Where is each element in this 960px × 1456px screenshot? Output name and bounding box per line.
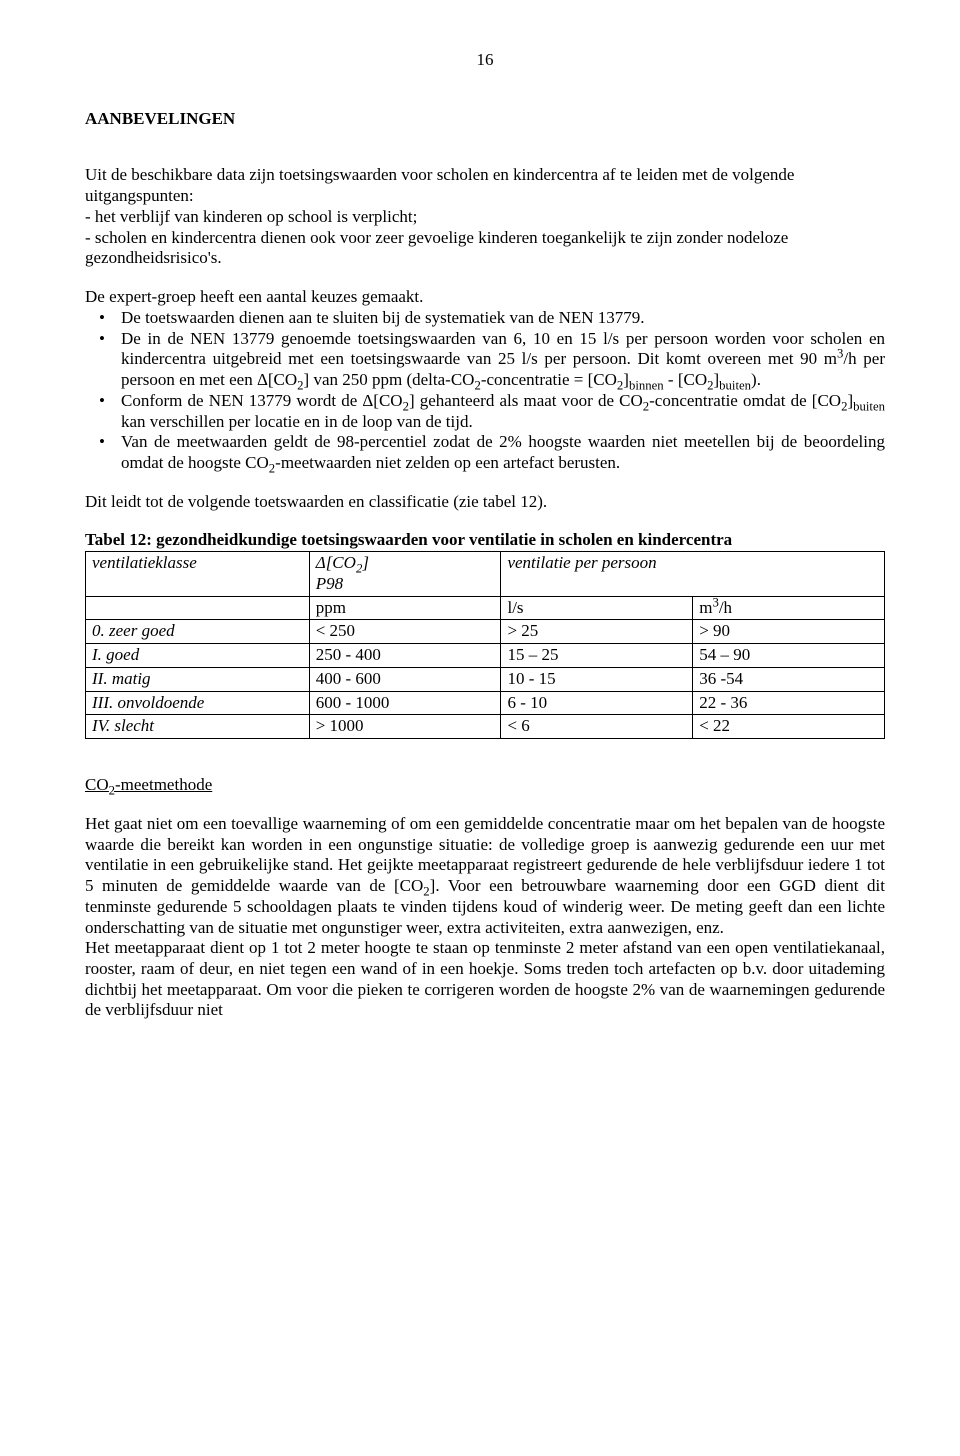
table-cell: 400 - 600	[309, 667, 501, 691]
classification-line: Dit leidt tot de volgende toetswaarden e…	[85, 492, 885, 513]
table-header-cell: ventilatieklasse	[86, 552, 310, 596]
bullet-item: De in de NEN 13779 genoemde toetsingswaa…	[85, 329, 885, 391]
table-cell	[86, 596, 310, 620]
table-cell: 6 - 10	[501, 691, 693, 715]
method-text: Het gaat niet om een toevallige waarnemi…	[85, 814, 885, 937]
table-row: 0. zeer goed < 250 > 25 > 90	[86, 620, 885, 644]
table-row: I. goed 250 - 400 15 – 25 54 – 90	[86, 644, 885, 668]
page-number: 16	[85, 50, 885, 71]
bullet-item: De toetswaarden dienen aan te sluiten bi…	[85, 308, 885, 329]
bullet-text: Van de meetwaarden geldt de 98-percentie…	[121, 432, 885, 472]
method-heading: CO2-meetmethode	[85, 775, 885, 796]
expert-line: De expert-groep heeft een aantal keuzes …	[85, 287, 885, 308]
table-row: III. onvoldoende 600 - 1000 6 - 10 22 - …	[86, 691, 885, 715]
bullet-item: Conform de NEN 13779 wordt de Δ[CO2] geh…	[85, 391, 885, 432]
table-cell: I. goed	[86, 644, 310, 668]
method-paragraph: Het meetapparaat dient op 1 tot 2 meter …	[85, 938, 885, 1021]
table-title: Tabel 12: gezondheidkundige toetsingswaa…	[85, 530, 885, 551]
header-subtext: P98	[316, 574, 343, 593]
table-cell: 250 - 400	[309, 644, 501, 668]
table-cell: < 22	[693, 715, 885, 739]
section-heading: AANBEVELINGEN	[85, 109, 885, 130]
table-header-cell: ventilatie per persoon	[501, 552, 885, 596]
table-header-row: ventilatieklasse Δ[CO2] P98 ventilatie p…	[86, 552, 885, 596]
table-cell: 54 – 90	[693, 644, 885, 668]
intro-point: - het verblijf van kinderen op school is…	[85, 207, 885, 228]
method-paragraph: Het gaat niet om een toevallige waarnemi…	[85, 814, 885, 938]
table-header-cell: Δ[CO2] P98	[309, 552, 501, 596]
table-cell: III. onvoldoende	[86, 691, 310, 715]
bullet-item: Van de meetwaarden geldt de 98-percentie…	[85, 432, 885, 473]
document-page: 16 AANBEVELINGEN Uit de beschikbare data…	[0, 0, 960, 1456]
table-cell: 36 -54	[693, 667, 885, 691]
table-cell: II. matig	[86, 667, 310, 691]
table-cell: > 1000	[309, 715, 501, 739]
bullet-list: De toetswaarden dienen aan te sluiten bi…	[85, 308, 885, 474]
table-cell: < 6	[501, 715, 693, 739]
intro-paragraph: Uit de beschikbare data zijn toetsingswa…	[85, 165, 885, 206]
bullet-text: De in de NEN 13779 genoemde toetsingswaa…	[121, 329, 885, 389]
table-cell: m3/h	[693, 596, 885, 620]
bullet-text: Conform de NEN 13779 wordt de Δ[CO2] geh…	[121, 391, 885, 431]
table-cell: 15 – 25	[501, 644, 693, 668]
table-cell: 22 - 36	[693, 691, 885, 715]
table-unit-row: ppm l/s m3/h	[86, 596, 885, 620]
table-row: II. matig 400 - 600 10 - 15 36 -54	[86, 667, 885, 691]
table-cell: l/s	[501, 596, 693, 620]
unit-text: m3/h	[699, 598, 732, 617]
table-cell: > 25	[501, 620, 693, 644]
data-table: ventilatieklasse Δ[CO2] P98 ventilatie p…	[85, 551, 885, 739]
table-cell: IV. slecht	[86, 715, 310, 739]
table-cell: 600 - 1000	[309, 691, 501, 715]
table-cell: ppm	[309, 596, 501, 620]
table-row: IV. slecht > 1000 < 6 < 22	[86, 715, 885, 739]
table-cell: 10 - 15	[501, 667, 693, 691]
table-cell: 0. zeer goed	[86, 620, 310, 644]
intro-point: - scholen en kindercentra dienen ook voo…	[85, 228, 885, 269]
table-cell: > 90	[693, 620, 885, 644]
method-heading-text: CO2-meetmethode	[85, 775, 212, 794]
table-cell: < 250	[309, 620, 501, 644]
header-text: Δ[CO2]	[316, 553, 369, 572]
